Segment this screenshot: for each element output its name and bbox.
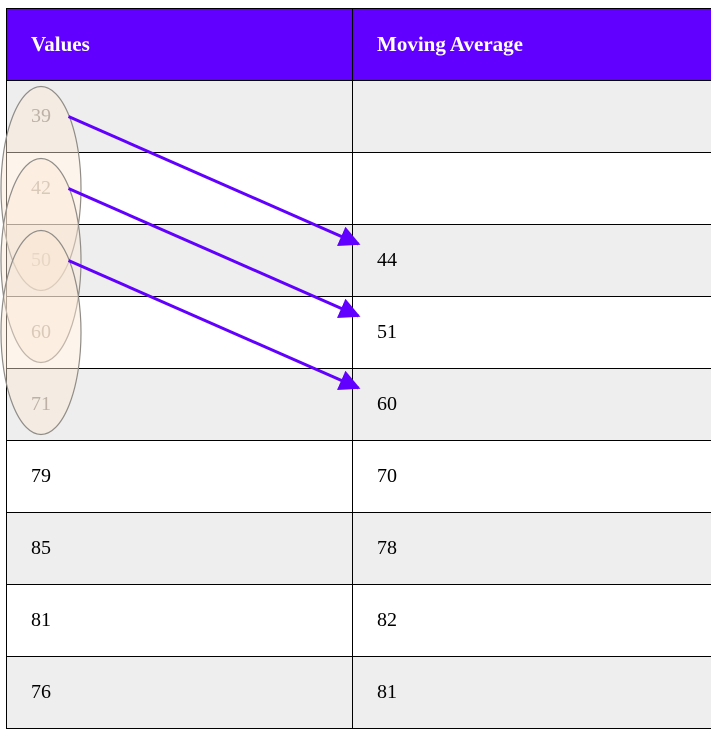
value-cell: 71 [6, 368, 353, 441]
value-cell: 81 [6, 584, 353, 657]
average-cell: 81 [352, 656, 711, 729]
moving-average-table: Values Moving Average 39 42 50 44 60 51 [6, 8, 711, 729]
table-row: 39 [6, 80, 711, 153]
header-row: Values Moving Average [6, 8, 711, 81]
value-cell: 60 [6, 296, 353, 369]
table-row: 85 78 [6, 512, 711, 585]
table-row: 79 70 [6, 440, 711, 513]
value-cell: 85 [6, 512, 353, 585]
table-row: 42 [6, 152, 711, 225]
average-cell: 70 [352, 440, 711, 513]
average-cell [352, 152, 711, 225]
average-cell: 82 [352, 584, 711, 657]
average-cell: 60 [352, 368, 711, 441]
value-cell: 42 [6, 152, 353, 225]
average-cell: 44 [352, 224, 711, 297]
header-moving-average: Moving Average [352, 8, 711, 81]
header-values: Values [6, 8, 353, 81]
table-row: 50 44 [6, 224, 711, 297]
value-cell: 39 [6, 80, 353, 153]
table-row: 71 60 [6, 368, 711, 441]
value-cell: 76 [6, 656, 353, 729]
table-row: 76 81 [6, 656, 711, 729]
table-row: 81 82 [6, 584, 711, 657]
average-cell [352, 80, 711, 153]
table-row: 60 51 [6, 296, 711, 369]
average-cell: 78 [352, 512, 711, 585]
average-cell: 51 [352, 296, 711, 369]
value-cell: 79 [6, 440, 353, 513]
value-cell: 50 [6, 224, 353, 297]
